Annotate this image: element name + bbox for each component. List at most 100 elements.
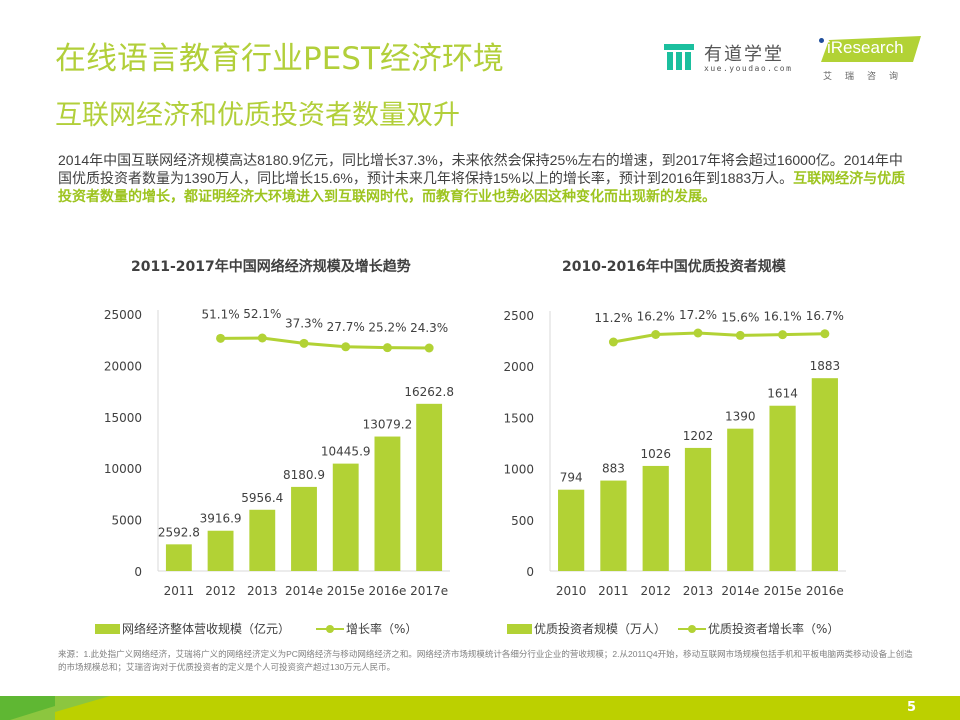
chart2-growth-label: 16.1% [764, 310, 802, 324]
chart2-bar [600, 480, 627, 571]
chart1-x-tick-label: 2012 [205, 584, 236, 598]
iresearch-subtitle: 艾瑞咨询 [823, 72, 912, 82]
chart2-growth-point [735, 330, 745, 340]
chart1-bar-label: 3916.9 [200, 512, 242, 526]
chart1-bar-label: 8180.9 [283, 468, 325, 482]
page-number: 5 [906, 700, 916, 715]
chart2-bar-label: 1883 [810, 359, 841, 373]
page-subtitle: 互联网经济和优质投资者数量双升 [55, 100, 460, 131]
chart1-x-tick-label: 2017e [410, 584, 448, 598]
chart2-bar [642, 465, 669, 571]
chart2-growth-label: 15.6% [721, 310, 759, 324]
chart2-legend: 优质投资者规模（万人） 优质投资者增长率（%） [507, 620, 839, 637]
chart2-growth-label: 16.7% [806, 309, 844, 323]
chart1-bar [207, 530, 234, 571]
intro-highlight-text: 互联网经济与优质投资者数量的增长，都证明经济大环境进入到互联网时代，而教育行业也… [58, 170, 906, 204]
youdao-url: xue.youdao.com [704, 64, 793, 73]
chart1-bar [291, 486, 317, 571]
page-title: 在线语言教育行业PEST经济环境 [55, 41, 504, 77]
chart1-y-tick-label: 25000 [104, 308, 142, 322]
chart2-growth-point [608, 337, 618, 347]
chart2-y-tick-label: 1000 [503, 463, 534, 477]
source-note: 来源：1.此处指广义网络经济，艾瑞将广义的网络经济定义为PC网络经济与移动网络经… [58, 649, 913, 672]
legend-line-label: 优质投资者增长率（%） [708, 622, 840, 636]
chart1-growth-label: 52.1% [243, 307, 281, 321]
youdao-pillar-icon [664, 44, 694, 70]
chart1-y-tick-label: 0 [134, 565, 142, 579]
iresearch-name: iResearch [827, 38, 904, 57]
chart2-growth-point [693, 328, 703, 338]
legend-bar-label: 优质投资者规模（万人） [534, 622, 667, 636]
chart2-x-tick-label: 2011 [598, 584, 629, 598]
chart2-growth-label: 16.2% [637, 310, 675, 324]
chart2-y-tick-label: 2000 [503, 360, 534, 374]
chart1-bar [165, 544, 192, 571]
chart2-bar-label: 794 [560, 471, 583, 485]
chart2-y-tick-label: 2500 [503, 309, 534, 323]
chart1-growth-line [220, 336, 430, 350]
chart1-growth-point [216, 333, 226, 343]
chart1-growth-point [424, 343, 434, 353]
legend-line-label: 增长率（%） [346, 622, 418, 636]
intro-normal-text: 2014年中国互联网经济规模高达8180.9亿元，同比增长37.3%，未来依然会… [58, 152, 903, 186]
chart2-bar [727, 428, 754, 571]
chart1-growth-label: 25.2% [368, 321, 406, 335]
chart1-bar-label: 13079.2 [363, 418, 413, 432]
chart2-growth-point [651, 330, 661, 339]
chart1-x-tick-label: 2015e [327, 584, 365, 598]
chart2-x-tick-label: 2013 [683, 584, 714, 598]
chart1-x-tick-label: 2013 [247, 584, 278, 598]
chart2-x-tick-label: 2016e [806, 584, 844, 598]
chart1-bar [416, 403, 443, 571]
chart1-bar-label: 2592.8 [158, 525, 200, 539]
chart1-y-tick-label: 5000 [111, 514, 142, 528]
chart1-growth-point [299, 338, 309, 348]
legend-bar-swatch [95, 623, 120, 634]
iresearch-dot-icon [819, 38, 824, 43]
chart2-growth-line [613, 331, 825, 344]
chart1-x-tick-label: 2011 [164, 584, 195, 598]
chart1-bar-label: 16262.8 [404, 385, 454, 399]
legend-line-swatch [678, 624, 707, 634]
chart2-growth-label: 11.2% [594, 311, 632, 325]
chart2-growth-label: 17.2% [679, 308, 717, 322]
chart2-x-tick-label: 2015e [764, 584, 802, 598]
chart1-bar-label: 10445.9 [321, 445, 371, 459]
chart1-growth-point [382, 343, 392, 353]
chart1-growth-label: 27.7% [327, 320, 365, 334]
chart2-x-tick-label: 2012 [640, 584, 671, 598]
chart2-y-tick-label: 1500 [503, 411, 534, 425]
chart1-y-tick-label: 10000 [104, 462, 142, 476]
chart2-y-tick-label: 500 [511, 514, 534, 528]
chart2-bar [684, 447, 712, 571]
chart1-bar [332, 463, 359, 571]
chart1-growth-point [257, 333, 267, 343]
chart2-bar-label: 1614 [767, 387, 798, 401]
chart2-x-tick-label: 2010 [556, 584, 587, 598]
chart2-y-tick-label: 0 [526, 565, 534, 579]
chart2-bar [558, 489, 585, 571]
youdao-name: 有道学堂 [704, 44, 784, 65]
chart1-legend: 网络经济整体营收规模（亿元） 增长率（%） [95, 620, 417, 637]
chart2-bar-label: 1026 [640, 447, 671, 461]
chart1-x-tick-label: 2016e [368, 584, 406, 598]
legend-bar-label: 网络经济整体营收规模（亿元） [122, 622, 291, 636]
chart1-y-tick-label: 20000 [104, 359, 142, 373]
chart2-bar-label: 1202 [683, 429, 714, 443]
chart2-growth-point [778, 330, 788, 340]
chart1-y-tick-label: 15000 [104, 411, 142, 425]
chart2-bar [769, 405, 796, 571]
chart2-bar-label: 1390 [725, 410, 756, 424]
chart2-title: 2010-2016年中国优质投资者规模 [562, 259, 786, 275]
chart1-growth-label: 24.3% [410, 321, 448, 335]
chart1-bar [249, 509, 276, 571]
chart1-x-tick-label: 2014e [285, 584, 323, 598]
iresearch-badge-shape [821, 36, 921, 62]
chart2-bar [811, 378, 838, 571]
chart1-title: 2011-2017年中国网络经济规模及增长趋势 [131, 259, 411, 275]
chart2-growth-point [820, 329, 830, 339]
chart1-bar [374, 436, 401, 571]
footer-decoration [0, 696, 110, 720]
